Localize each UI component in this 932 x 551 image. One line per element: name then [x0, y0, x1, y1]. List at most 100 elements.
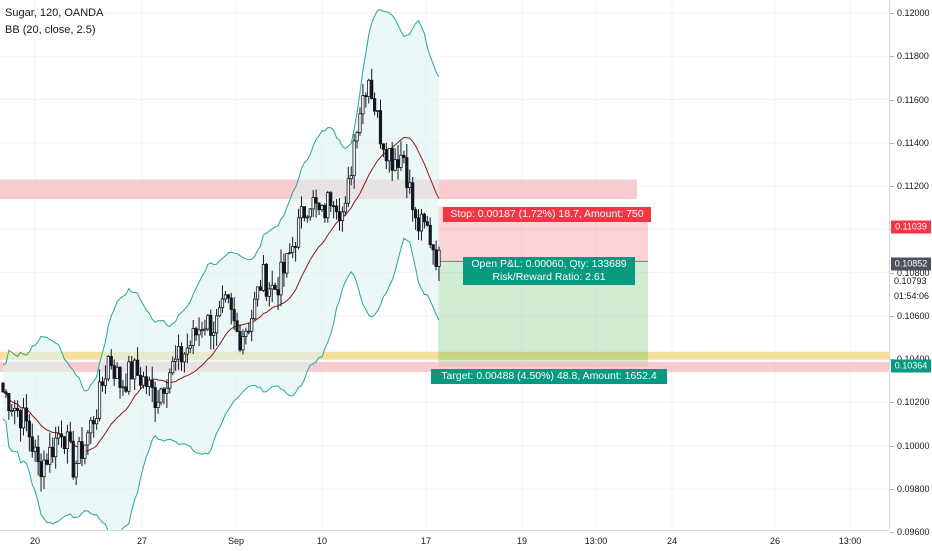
- symbol-title[interactable]: Sugar, 120, OANDA: [5, 7, 104, 19]
- candle-up: [320, 205, 324, 211]
- indicator-legend[interactable]: BB (20, close, 2.5): [5, 24, 96, 36]
- candle-up: [171, 360, 175, 374]
- price-axis[interactable]: 0.12000 0.11800 0.11600 0.11400 0.11200 0.110…: [889, 0, 932, 537]
- candle-down: [24, 407, 29, 422]
- candle-down: [136, 359, 140, 376]
- candle-up: [375, 110, 380, 113]
- candle-down: [179, 346, 184, 363]
- support-level-band[interactable]: [0, 351, 889, 360]
- price-tick-mark: [890, 532, 894, 534]
- time-tick-label: 24: [666, 536, 678, 546]
- time-tick-label: 13:00: [838, 536, 862, 546]
- candle-up: [408, 182, 412, 189]
- candle-down: [7, 393, 11, 412]
- candle-up: [182, 353, 187, 363]
- candle-down: [413, 209, 418, 219]
- candle-up: [115, 366, 119, 379]
- candle-up: [65, 431, 69, 450]
- candle-down: [39, 461, 43, 478]
- candle-down: [396, 159, 400, 168]
- price-tick-mark: [890, 12, 894, 14]
- candle-down: [194, 328, 198, 336]
- time-axis[interactable]: 20 27 Sep 10 17 19 13:00 24 26 13:00: [0, 530, 889, 551]
- target-level-band[interactable]: [0, 361, 889, 372]
- candle-down: [422, 213, 426, 223]
- candle-down: [294, 246, 298, 248]
- candle-down: [323, 205, 327, 219]
- candle-up: [279, 261, 283, 296]
- price-tick-label: 0.11800: [897, 51, 929, 62]
- band-fill: [3, 9, 439, 530]
- price-tick-mark: [890, 315, 894, 317]
- time-tick-label: 19: [516, 536, 528, 546]
- bar-countdown: 01:54:06: [894, 291, 930, 301]
- candle-up: [253, 298, 257, 320]
- candle-up: [367, 79, 371, 98]
- candle-down: [431, 244, 435, 251]
- candle-up: [437, 249, 441, 267]
- price-tick-mark: [890, 99, 894, 101]
- candle-up: [206, 314, 210, 330]
- candle-down: [71, 440, 75, 478]
- candle-down: [416, 217, 421, 232]
- candle-up: [291, 246, 295, 253]
- chart-plot-area[interactable]: Sugar, 120, OANDA BB (20, close, 2.5) St…: [0, 0, 889, 530]
- candle-down: [112, 365, 116, 379]
- risk-reward-text: Risk/Reward Ratio: 2.61: [492, 271, 606, 283]
- candle-up: [77, 441, 81, 464]
- time-tick-label: 13:00: [584, 536, 608, 546]
- price-tick-label: 0.10400: [897, 354, 930, 364]
- candle-up: [215, 315, 219, 334]
- candle-down: [238, 331, 242, 351]
- candle-up: [419, 213, 424, 232]
- candle-up: [103, 378, 108, 386]
- candle-up: [141, 376, 146, 386]
- candle-up: [13, 407, 17, 411]
- candle-down: [59, 433, 64, 438]
- pnl-label[interactable]: Open P&L: 0.00060, Qty: 133689 Risk/Rewa…: [463, 257, 635, 285]
- candle-up: [86, 432, 90, 446]
- chart-canvas[interactable]: [0, 0, 889, 530]
- stop-label[interactable]: Stop: 0.00187 (1.72%) 18.7, Amount: 750: [443, 207, 651, 222]
- candle-down: [411, 182, 415, 211]
- price-tick-mark: [890, 402, 894, 404]
- target-price-badge[interactable]: 0.10364: [891, 359, 931, 373]
- stop-price-badge[interactable]: 0.11039: [891, 220, 931, 234]
- candle-down: [264, 263, 268, 297]
- price-tick-mark: [890, 186, 894, 188]
- candle-down: [276, 289, 280, 296]
- price-tick-mark: [890, 488, 894, 490]
- price-tick-label: 0.10800: [897, 267, 930, 278]
- basis-line: [2, 136, 440, 452]
- candle-up: [244, 330, 248, 337]
- candle-up: [106, 356, 110, 380]
- candle-up: [127, 361, 131, 392]
- candle-up: [305, 216, 309, 219]
- candle-down: [332, 205, 336, 208]
- open-pnl-text: Open P&L: 0.00060, Qty: 133689: [471, 258, 627, 270]
- candle-up: [299, 206, 304, 219]
- bollinger-bands: [2, 9, 440, 530]
- price-tick-label: 0.10200: [897, 397, 930, 408]
- open-price-label: 0.10793: [894, 276, 927, 286]
- last-price-badge[interactable]: 0.10852: [891, 257, 931, 271]
- target-label[interactable]: Target: 0.00488 (4.50%) 48.8, Amount: 16…: [431, 369, 667, 384]
- candle-up: [296, 217, 301, 248]
- candle-down: [334, 205, 339, 213]
- upper-band: [2, 9, 440, 392]
- candle-up: [255, 286, 260, 300]
- candles: [1, 68, 441, 492]
- candle-up: [74, 463, 78, 478]
- candle-up: [83, 444, 87, 459]
- candle-down: [30, 436, 34, 452]
- candle-up: [191, 328, 195, 346]
- candle-up: [147, 379, 151, 388]
- candle-down: [428, 224, 432, 246]
- candle-up: [343, 202, 347, 213]
- price-tick-label: 0.09800: [897, 483, 930, 494]
- candle-down: [138, 374, 143, 386]
- price-tick-label: 0.11200: [897, 181, 929, 192]
- candle-down: [51, 446, 55, 458]
- candle-down: [153, 387, 157, 408]
- candle-up: [176, 346, 181, 360]
